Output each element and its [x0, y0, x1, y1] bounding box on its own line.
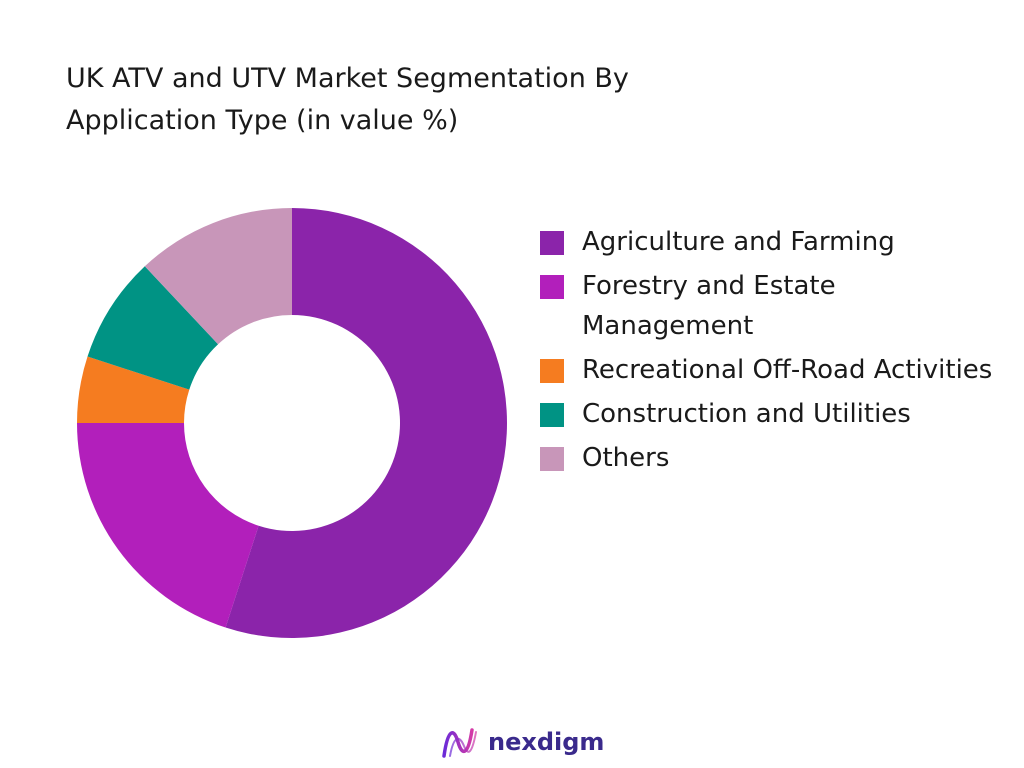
brand-name: nexdigm	[488, 728, 605, 756]
chart-title: UK ATV and UTV Market Segmentation By Ap…	[66, 63, 629, 136]
legend-swatch	[540, 231, 564, 255]
slice-construction-and-utilities	[87, 266, 219, 390]
donut-chart	[77, 208, 507, 638]
legend-label: Others	[582, 443, 670, 473]
legend-swatch	[540, 359, 564, 383]
legend-swatch	[540, 447, 564, 471]
legend-label: Construction and Utilities	[582, 399, 911, 429]
chart-legend: Agriculture and Farming Forestry and Esta…	[540, 222, 1010, 482]
legend-item: Recreational Off-Road Activities	[540, 350, 1010, 390]
legend-label: Forestry and Estate Management	[582, 271, 836, 341]
brand-logo: nexdigm	[440, 722, 604, 762]
slice-others	[144, 208, 292, 345]
legend-label: Recreational Off-Road Activities	[582, 355, 993, 385]
legend-swatch	[540, 275, 564, 299]
slice-forestry-and-estate-management	[77, 423, 259, 628]
slice-recreational-off-road-activities	[77, 356, 190, 423]
nexdigm-logo-icon	[442, 728, 477, 758]
legend-label: Agriculture and Farming	[582, 227, 895, 257]
legend-item: Construction and Utilities	[540, 394, 1010, 434]
legend-item: Agriculture and Farming	[540, 222, 1010, 262]
legend-item: Forestry and Estate Management	[540, 266, 1010, 346]
slice-agriculture-and-farming	[225, 208, 507, 638]
legend-item: Others	[540, 438, 1010, 478]
legend-swatch	[540, 403, 564, 427]
